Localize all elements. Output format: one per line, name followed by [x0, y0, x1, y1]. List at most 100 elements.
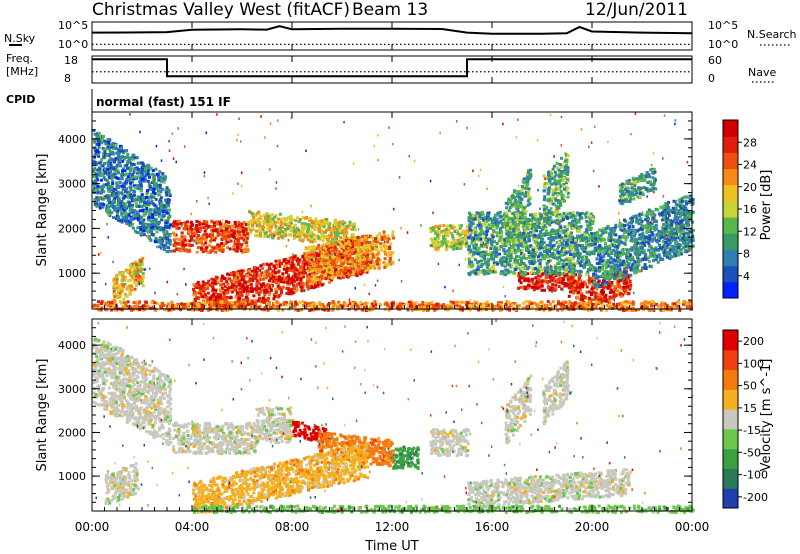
heatmap-cell	[215, 276, 218, 279]
heatmap-cell	[318, 221, 321, 224]
heatmap-cell	[323, 247, 326, 250]
heatmap-cell	[293, 237, 296, 240]
heatmap-cell	[482, 237, 485, 240]
heatmap-cell	[154, 218, 157, 221]
heatmap-cell	[225, 232, 228, 235]
heatmap-cell	[306, 274, 309, 277]
heatmap-cell	[345, 231, 348, 234]
heatmap-cell	[252, 228, 255, 231]
heatmap-cell	[142, 218, 145, 221]
heatmap-cell	[555, 215, 558, 218]
heatmap-cell	[308, 262, 311, 265]
heatmap-cell	[210, 278, 213, 281]
heatmap-cell	[551, 279, 554, 282]
heatmap-cell	[434, 225, 437, 228]
heatmap-cell	[329, 271, 332, 274]
nave-tick-bottom: 0	[708, 72, 715, 85]
heatmap-cell	[250, 290, 253, 293]
heatmap-cell	[153, 188, 156, 191]
heatmap-cell	[268, 267, 271, 270]
heatmap-cell	[134, 175, 137, 178]
heatmap-cell	[305, 255, 308, 258]
heatmap-cell	[434, 248, 437, 251]
heatmap-cell	[130, 285, 133, 288]
heatmap-cell	[248, 270, 251, 273]
heatmap-cell	[498, 239, 501, 242]
heatmap-cell	[488, 218, 491, 221]
heatmap-cell	[461, 231, 464, 234]
heatmap-cell	[520, 267, 523, 270]
heatmap-cell	[99, 202, 102, 205]
heatmap-cell	[379, 242, 382, 245]
heatmap-cell	[285, 269, 288, 272]
heatmap-cell	[326, 242, 329, 245]
heatmap-cell	[377, 258, 380, 261]
heatmap-cell	[169, 224, 172, 227]
heatmap-cell	[310, 256, 313, 259]
heatmap-cell	[339, 229, 342, 232]
heatmap-cell	[175, 238, 178, 241]
heatmap-cell	[450, 232, 453, 235]
date-label: 12/Jun/2011	[585, 0, 688, 20]
heatmap-cell	[449, 224, 452, 227]
heatmap-cell	[617, 283, 620, 286]
heatmap-cell	[196, 229, 199, 232]
heatmap-cell	[369, 251, 372, 254]
heatmap-cell	[145, 207, 148, 210]
heatmap-cell	[99, 170, 102, 173]
heatmap-cell	[377, 266, 380, 269]
heatmap-cell	[125, 173, 128, 176]
heatmap-cell	[197, 246, 200, 249]
heatmap-cell	[128, 214, 131, 217]
heatmap-cell	[101, 206, 104, 209]
heatmap-cell	[354, 241, 357, 244]
heatmap-cell	[536, 287, 539, 290]
heatmap-cell	[577, 280, 580, 283]
heatmap-cell	[113, 290, 116, 293]
heatmap-cell	[102, 198, 105, 201]
heatmap-cell	[239, 287, 242, 290]
heatmap-cell	[545, 276, 548, 279]
heatmap-cell	[577, 257, 580, 260]
heatmap-cell	[313, 278, 316, 281]
heatmap-cell	[201, 295, 204, 298]
heatmap-cell	[163, 227, 166, 230]
heatmap-cell	[223, 235, 226, 238]
heatmap-cell	[106, 168, 109, 171]
heatmap-cell	[539, 262, 542, 265]
heatmap-cell	[288, 233, 291, 236]
heatmap-cell	[155, 198, 158, 201]
plot-title: Christmas Valley West (fitACF)	[92, 0, 350, 20]
heatmap-cell	[212, 237, 215, 240]
heatmap-cell	[234, 221, 237, 224]
heatmap-cell	[445, 244, 448, 247]
heatmap-cell	[151, 213, 154, 216]
heatmap-cell	[109, 150, 112, 153]
heatmap-cell	[371, 246, 374, 249]
heatmap-cell	[317, 236, 320, 239]
heatmap-cell	[275, 281, 278, 284]
heatmap-cell	[234, 278, 237, 281]
heatmap-cell	[137, 217, 140, 220]
heatmap-cell	[357, 236, 360, 239]
heatmap-cell	[447, 241, 450, 244]
heatmap-cell	[482, 256, 485, 259]
heatmap-cell	[101, 174, 104, 177]
heatmap-cell	[153, 178, 156, 181]
heatmap-cell	[126, 286, 129, 289]
heatmap-cell	[203, 235, 206, 238]
heatmap-cell	[559, 277, 562, 280]
heatmap-cell	[137, 168, 140, 171]
heatmap-cell	[361, 246, 364, 249]
heatmap-cell	[112, 167, 115, 170]
heatmap-cell	[262, 282, 265, 285]
heatmap-cell	[296, 216, 299, 219]
heatmap-cell	[236, 234, 239, 237]
heatmap-cell	[120, 191, 123, 194]
heatmap-cell	[233, 229, 236, 232]
heatmap-cell	[167, 217, 170, 220]
heatmap-cell	[389, 260, 392, 263]
heatmap-cell	[443, 238, 446, 241]
heatmap-cell	[287, 222, 290, 225]
